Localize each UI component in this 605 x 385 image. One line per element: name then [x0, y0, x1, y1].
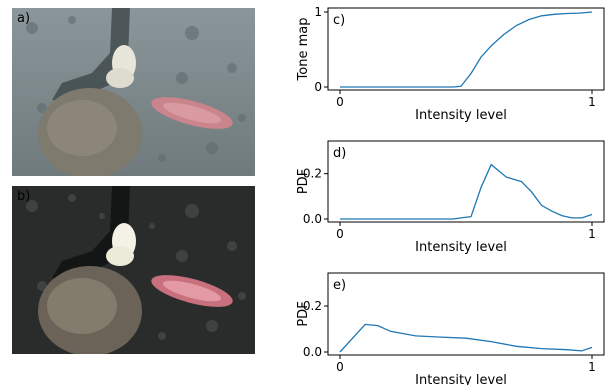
y-tick-label: 0.2 — [303, 167, 322, 181]
seafloor-image — [12, 186, 255, 354]
axes-frame — [327, 7, 605, 91]
x-axis-label: Intensity level — [415, 373, 507, 385]
seafloor-photo-enhanced: b) — [12, 186, 255, 354]
y-tick-label: 1 — [314, 5, 322, 19]
y-axis-label: Tone map — [296, 18, 311, 82]
y-tick-label: 0 — [314, 80, 322, 94]
y-axis-label: PDF — [296, 301, 311, 326]
series-line — [340, 11, 593, 88]
x-tick-label: 1 — [588, 95, 596, 109]
y-axis-label: PDF — [296, 169, 311, 194]
series-line — [339, 323, 593, 353]
x-tick-label: 0 — [336, 360, 344, 374]
seafloor-image — [12, 8, 255, 176]
x-tick-label: 0 — [336, 95, 344, 109]
x-tick-label: 1 — [588, 360, 596, 374]
series-line — [340, 163, 593, 220]
x-tick-label: 0 — [336, 227, 344, 241]
seafloor-photo-original: a) — [12, 8, 255, 176]
y-tick-label: 0.0 — [303, 212, 322, 226]
panel-label: d) — [333, 146, 346, 161]
panel-label: c) — [333, 13, 345, 28]
x-axis-label: Intensity level — [415, 108, 507, 123]
photo-label-b: b) — [17, 189, 31, 204]
y-tick-label: 0.0 — [303, 345, 322, 359]
x-axis-label: Intensity level — [415, 240, 507, 255]
axes-frame — [327, 272, 605, 356]
photo-label-a: a) — [17, 11, 31, 26]
x-tick-label: 1 — [588, 227, 596, 241]
panel-label: e) — [333, 278, 346, 293]
y-tick-label: 0.2 — [303, 299, 322, 313]
axes-frame — [327, 140, 605, 223]
